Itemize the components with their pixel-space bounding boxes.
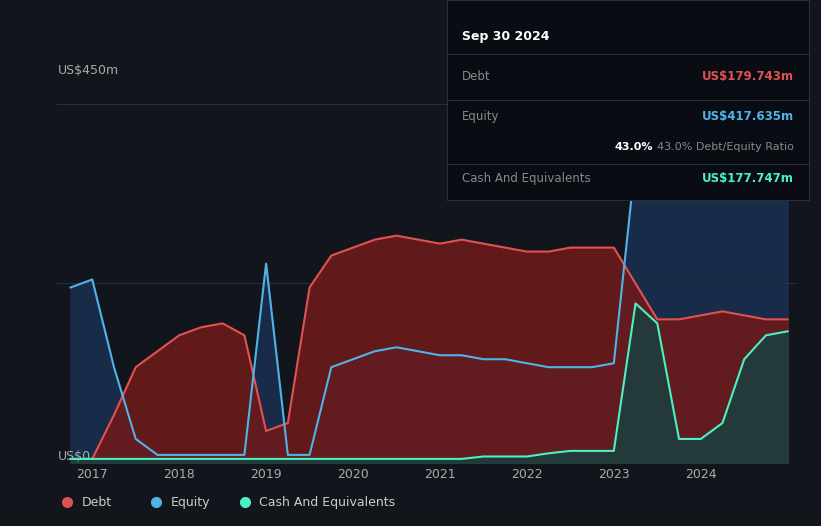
Text: Sep 30 2024: Sep 30 2024 [462,30,549,43]
Text: Debt: Debt [462,70,490,83]
Text: US$417.635m: US$417.635m [702,110,794,123]
Text: US$0: US$0 [57,450,90,463]
Text: 43.0% Debt/Equity Ratio: 43.0% Debt/Equity Ratio [658,142,794,152]
Text: 43.0%: 43.0% [615,142,654,152]
Text: US$179.743m: US$179.743m [702,70,794,83]
Text: Cash And Equivalents: Cash And Equivalents [462,172,590,185]
Text: Debt: Debt [82,496,112,509]
Text: US$177.747m: US$177.747m [702,172,794,185]
Text: Cash And Equivalents: Cash And Equivalents [259,496,396,509]
Text: US$450m: US$450m [57,64,118,77]
Text: Equity: Equity [462,110,499,123]
Text: Equity: Equity [171,496,210,509]
